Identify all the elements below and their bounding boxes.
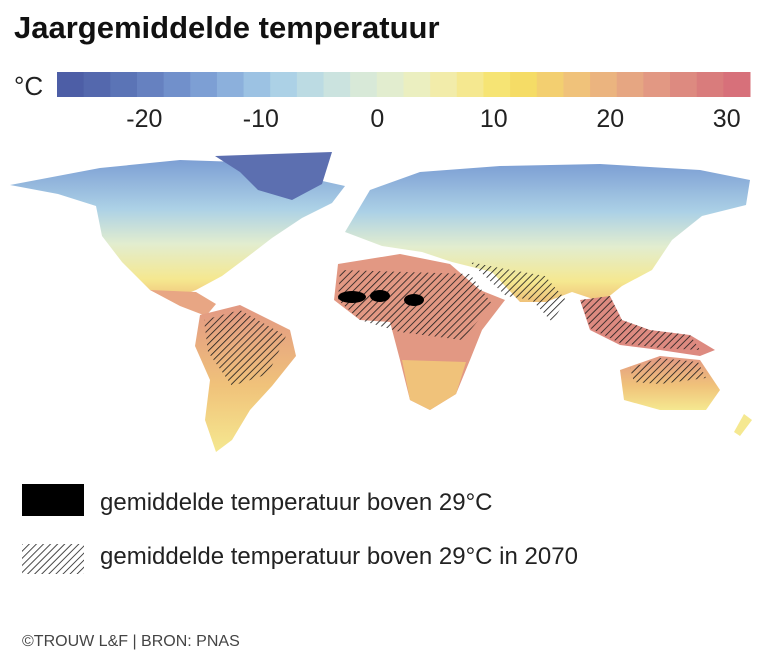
colorbar-segment — [590, 72, 618, 97]
colorbar-tick-label: -20 — [126, 105, 162, 133]
colorbar-segment — [643, 72, 671, 97]
south-africa — [402, 360, 466, 410]
colorbar-segment — [296, 72, 325, 97]
colorbar-segment — [670, 72, 698, 97]
colorbar-segment — [270, 72, 298, 97]
colorbar-segment — [136, 72, 165, 97]
eurasia — [345, 164, 750, 302]
colorbar-segment — [483, 72, 511, 97]
hot-zone — [338, 291, 366, 303]
colorbar-segment — [403, 72, 431, 97]
colorbar-segment — [563, 72, 591, 97]
legend-label: gemiddelde temperatuur boven 29°C in 207… — [100, 543, 578, 570]
hot-zone — [404, 294, 424, 306]
north-america — [10, 160, 345, 300]
colorbar-segment — [430, 72, 458, 97]
legend-label: gemiddelde temperatuur boven 29°C — [100, 489, 493, 516]
colorbar-segment — [376, 72, 404, 97]
colorbar-segment — [723, 72, 751, 97]
colorbar-segment — [536, 72, 564, 97]
colorbar-segment — [163, 72, 191, 97]
colorbar-segment — [216, 72, 245, 97]
colorbar-segment — [323, 72, 351, 97]
colorbar-segment — [696, 72, 724, 97]
colorbar-segment — [57, 72, 85, 97]
colorbar-unit: °C — [14, 71, 43, 101]
hot-zone — [370, 290, 390, 302]
asia-hatch — [470, 262, 566, 322]
colorbar-tick-label: 10 — [480, 105, 508, 133]
central-america — [150, 290, 216, 316]
credit: ©TROUW L&F | BRON: PNAS — [22, 633, 240, 650]
colorbar-segment — [190, 72, 218, 97]
greenland — [215, 152, 332, 200]
legend-swatch-black — [22, 484, 84, 516]
colorbar-segment — [110, 72, 138, 97]
colorbar-segment — [456, 72, 484, 97]
new-zealand — [734, 414, 752, 436]
world-map — [10, 152, 752, 452]
southeast-asia-hatch — [580, 296, 700, 350]
colorbar-segment — [83, 72, 111, 97]
colorbar-tick-label: -10 — [243, 105, 279, 133]
colorbar-segment — [616, 72, 644, 97]
colorbar-tick-label: 0 — [370, 105, 384, 133]
colorbar-tick-label: 20 — [596, 105, 624, 133]
colorbar-segment — [510, 72, 538, 97]
south-america-hatch — [204, 310, 286, 386]
legend-swatch-hatch — [22, 544, 84, 574]
colorbar-tick-label: 30 — [713, 105, 741, 133]
colorbar-segment — [350, 72, 378, 97]
australia-hatch — [630, 358, 706, 384]
title: Jaargemiddelde temperatuur — [14, 10, 440, 45]
colorbar-segment — [243, 72, 271, 97]
colorbar: -20 -10 0 10 20 30 — [57, 72, 751, 133]
